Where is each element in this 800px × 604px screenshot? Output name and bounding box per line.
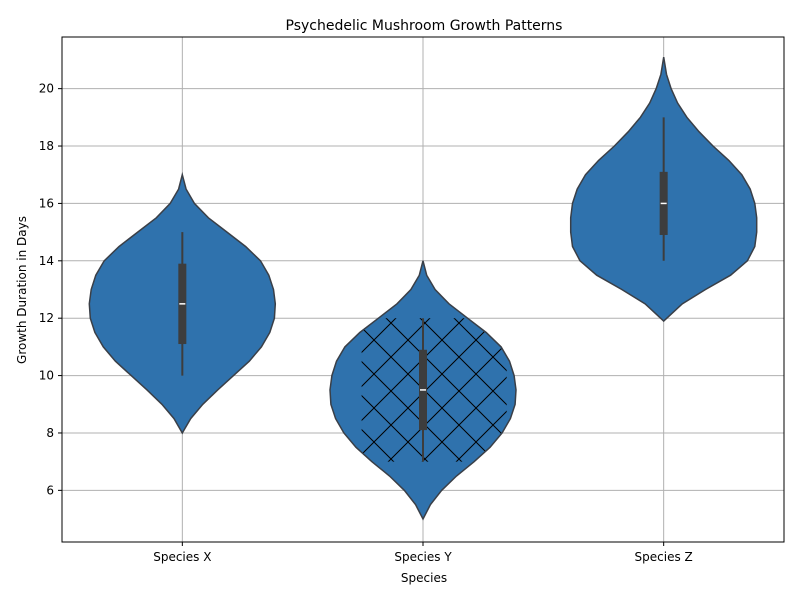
tick-layer: 6 8 10 12 14 16 18 20 Species X Species Y Species … — [39, 82, 693, 564]
y-tick-label: 8 — [46, 426, 54, 440]
x-tick-label: Species Z — [635, 550, 693, 564]
x-tick-label: Species X — [153, 550, 211, 564]
y-axis-title: Growth Duration in Days — [15, 216, 29, 364]
y-tick-label: 18 — [39, 139, 54, 153]
y-tick-label: 12 — [39, 311, 54, 325]
y-tick-label: 6 — [46, 483, 54, 497]
chart-title: Psychedelic Mushroom Growth Patterns — [286, 18, 563, 34]
y-tick-label: 16 — [39, 196, 54, 210]
y-tick-label: 10 — [39, 369, 54, 383]
violin-hatch-species-y — [361, 318, 507, 462]
violin-outline-species-x — [88, 171, 277, 435]
x-tick-label: Species Y — [394, 550, 452, 564]
y-tick-label: 20 — [39, 82, 54, 96]
x-axis-title: Species — [401, 571, 447, 585]
violin-outline-species-y — [329, 260, 517, 521]
violin-outline-species-z — [569, 56, 758, 323]
y-tick-label: 14 — [39, 254, 54, 268]
box-layer — [178, 117, 668, 462]
